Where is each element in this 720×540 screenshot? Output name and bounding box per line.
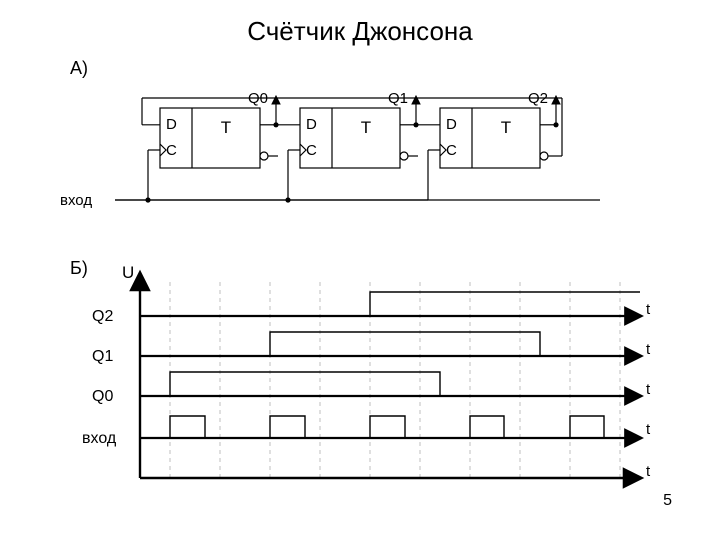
svg-text:t: t [646,301,651,318]
svg-text:U: U [122,263,134,282]
svg-text:t: t [646,341,651,358]
svg-text:Q0: Q0 [92,388,113,405]
svg-text:вход: вход [82,430,117,447]
svg-text:t: t [646,381,651,398]
timing-diagram: U Q2 t Q1 t Q0 t вход t t [0,0,720,540]
svg-text:Q2: Q2 [92,308,113,325]
svg-text:Q1: Q1 [92,348,113,365]
svg-text:t: t [646,421,651,438]
svg-text:t: t [646,463,651,480]
